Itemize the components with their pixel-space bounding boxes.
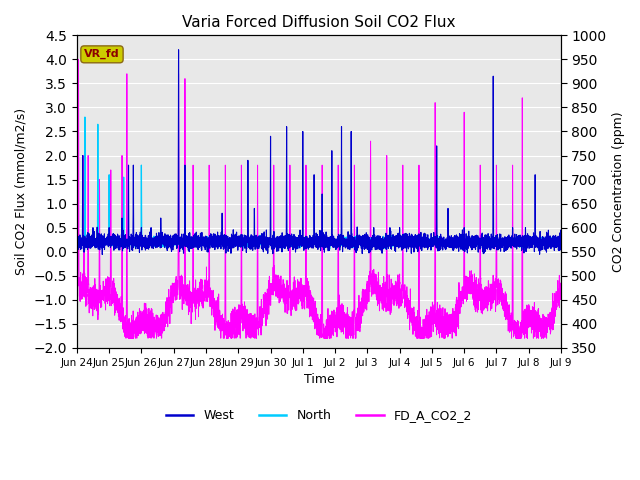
- Y-axis label: CO2 Concentration (ppm): CO2 Concentration (ppm): [612, 111, 625, 272]
- Text: VR_fd: VR_fd: [84, 49, 120, 60]
- X-axis label: Time: Time: [303, 373, 334, 386]
- Title: Varia Forced Diffusion Soil CO2 Flux: Varia Forced Diffusion Soil CO2 Flux: [182, 15, 456, 30]
- Y-axis label: Soil CO2 Flux (mmol/m2/s): Soil CO2 Flux (mmol/m2/s): [15, 108, 28, 275]
- Legend: West, North, FD_A_CO2_2: West, North, FD_A_CO2_2: [161, 404, 477, 427]
